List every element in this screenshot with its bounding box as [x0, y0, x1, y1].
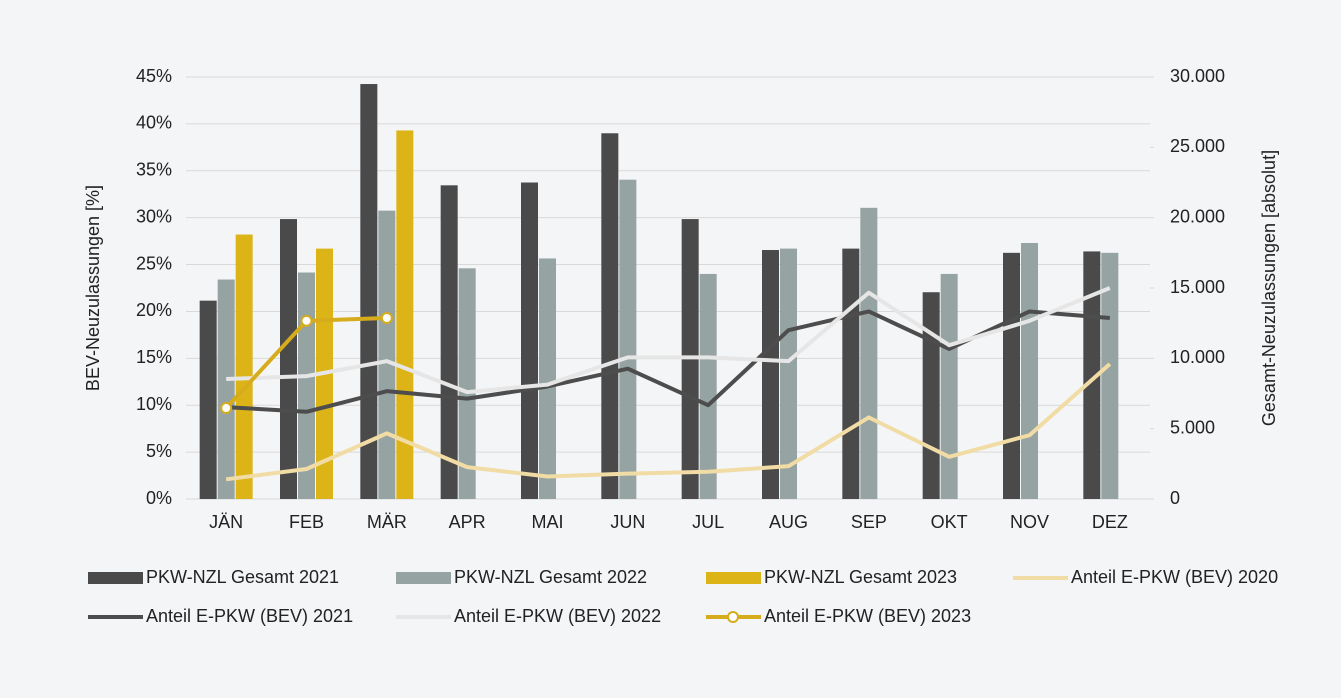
y-tick-label: 45%: [136, 66, 172, 86]
line: [225, 362, 1112, 482]
bar: [521, 182, 538, 499]
legend-swatch: [396, 572, 451, 584]
legend-label: Anteil E-PKW (BEV) 2022: [454, 606, 661, 626]
legend-marker: [727, 611, 739, 623]
y-tick-label: 25%: [136, 253, 172, 273]
x-tick-label: FEB: [289, 512, 324, 532]
y-axis-label: BEV-Neuzulassungen [%]: [83, 185, 103, 391]
y-tick-label: 40%: [136, 113, 172, 133]
y-tick-label: 30%: [136, 206, 172, 226]
line-marker: [300, 314, 313, 327]
bar: [217, 279, 235, 499]
legend-swatch: [706, 572, 761, 584]
y-tick-label: 5%: [146, 441, 172, 461]
line: [226, 286, 1111, 395]
bar: [860, 207, 878, 499]
x-tick-label: NOV: [1010, 512, 1049, 532]
bar: [235, 234, 253, 499]
y2-axis-label: Gesamt-Neuzulassungen [absolut]: [1259, 150, 1279, 426]
y2-tick-label: 10.000: [1170, 347, 1225, 367]
legend-label: PKW-NZL Gesamt 2022: [454, 567, 647, 587]
bar: [396, 130, 414, 499]
bar: [842, 248, 860, 499]
bar: [1021, 242, 1038, 499]
y-tick-label: 0%: [146, 488, 172, 508]
legend-label: Anteil E-PKW (BEV) 2023: [764, 606, 971, 626]
x-tick-label: DEZ: [1092, 512, 1128, 532]
bar: [922, 292, 940, 499]
y2-tick-label: 0: [1170, 488, 1180, 508]
bar: [699, 273, 717, 499]
y2-tick-label: 5.000: [1170, 417, 1215, 437]
bar: [280, 219, 297, 499]
y-tick-label: 20%: [136, 300, 172, 320]
x-tick-label: MAI: [531, 512, 563, 532]
bar: [440, 185, 458, 499]
line-marker: [380, 312, 393, 325]
legend-label: Anteil E-PKW (BEV) 2020: [1071, 567, 1278, 587]
bar: [298, 272, 315, 499]
x-tick-label: SEP: [851, 512, 887, 532]
bar: [619, 179, 637, 500]
bar: [1101, 252, 1119, 499]
x-tick-label: MÄR: [367, 512, 407, 532]
bar: [1003, 252, 1020, 499]
legend-label: PKW-NZL Gesamt 2023: [764, 567, 957, 587]
x-tick-label: OKT: [931, 512, 968, 532]
y2-tick-label: 15.000: [1170, 277, 1225, 297]
y-tick-label: 10%: [136, 394, 172, 414]
x-tick-label: JÄN: [209, 512, 243, 532]
bar: [199, 300, 217, 499]
x-tick-label: AUG: [769, 512, 808, 532]
legend-swatch: [88, 572, 143, 584]
bar: [539, 258, 556, 499]
y2-tick-label: 30.000: [1170, 66, 1225, 86]
bar: [458, 268, 476, 499]
bar: [1083, 251, 1101, 499]
y2-tick-label: 25.000: [1170, 136, 1225, 156]
x-tick-label: JUL: [692, 512, 724, 532]
bar: [940, 273, 958, 499]
bar: [378, 210, 396, 499]
x-tick-label: JUN: [610, 512, 645, 532]
x-tick-label: APR: [449, 512, 486, 532]
bar: [601, 133, 619, 499]
y2-tick-label: 20.000: [1170, 206, 1225, 226]
bar: [762, 250, 779, 499]
legend-label: PKW-NZL Gesamt 2021: [146, 567, 339, 587]
y-tick-label: 35%: [136, 160, 172, 180]
y-tick-label: 15%: [136, 347, 172, 367]
legend-label: Anteil E-PKW (BEV) 2021: [146, 606, 353, 626]
line-marker: [220, 402, 233, 415]
bar: [780, 248, 797, 499]
